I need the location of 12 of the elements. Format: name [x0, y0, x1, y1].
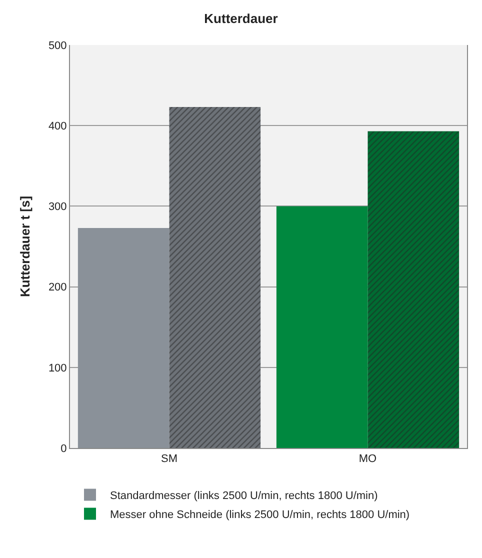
y-axis-title: Kutterdauer t [s] — [17, 196, 32, 298]
x-tick-label: SM — [161, 453, 178, 466]
legend-label: Messer ohne Schneide (links 2500 U/min, rechts 1800 U/min) — [110, 509, 410, 522]
y-tick-label: 400 — [48, 120, 67, 132]
y-tick-label: 0 — [60, 442, 67, 455]
legend-label: Standardmesser (links 2500 U/min, rechts 1800 U/min) — [110, 490, 378, 502]
x-tick-label: MO — [358, 453, 378, 466]
chart-title: Kutterdauer — [204, 11, 278, 26]
y-tick-label: 300 — [48, 201, 67, 214]
y-tick-label: 200 — [48, 282, 67, 294]
y-tick-label: 100 — [48, 362, 67, 374]
y-tick-label: 500 — [48, 40, 67, 52]
